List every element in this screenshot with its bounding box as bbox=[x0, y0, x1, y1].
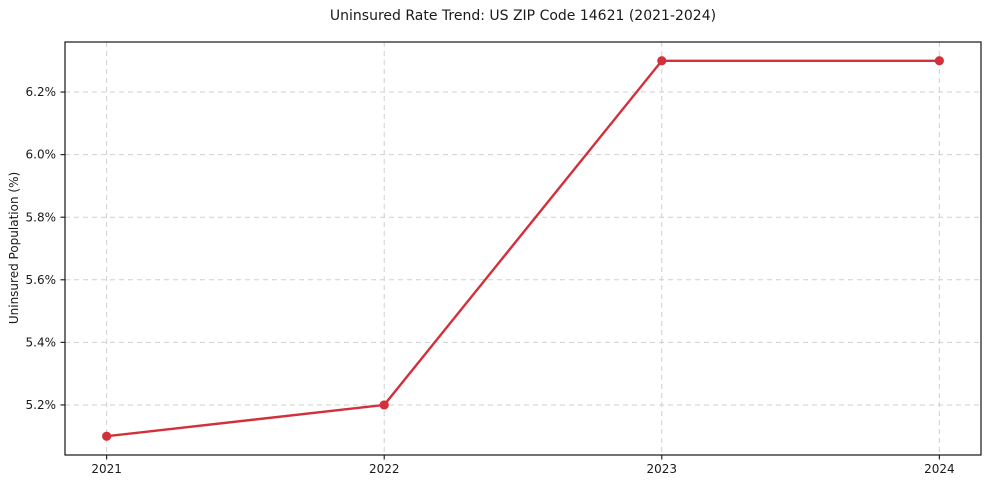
data-point-marker bbox=[379, 400, 389, 410]
y-tick-label: 6.2% bbox=[26, 85, 57, 99]
data-point-marker bbox=[657, 56, 667, 66]
y-tick-label: 5.6% bbox=[26, 273, 57, 287]
y-tick-label: 5.2% bbox=[26, 398, 57, 412]
data-line bbox=[105, 59, 941, 438]
data-point-marker bbox=[934, 56, 944, 66]
data-point-marker bbox=[102, 431, 112, 441]
x-tick-label: 2024 bbox=[924, 462, 955, 476]
x-tick-label: 2022 bbox=[369, 462, 400, 476]
y-tick-label: 5.4% bbox=[26, 335, 57, 349]
plot-border bbox=[64, 41, 982, 456]
y-tick-label: 5.8% bbox=[26, 210, 57, 224]
x-tick-label: 2021 bbox=[91, 462, 122, 476]
x-tick-label: 2023 bbox=[647, 462, 678, 476]
chart-title: Uninsured Rate Trend: US ZIP Code 14621 … bbox=[329, 8, 717, 24]
y-tick-label: 6.0% bbox=[26, 148, 57, 162]
